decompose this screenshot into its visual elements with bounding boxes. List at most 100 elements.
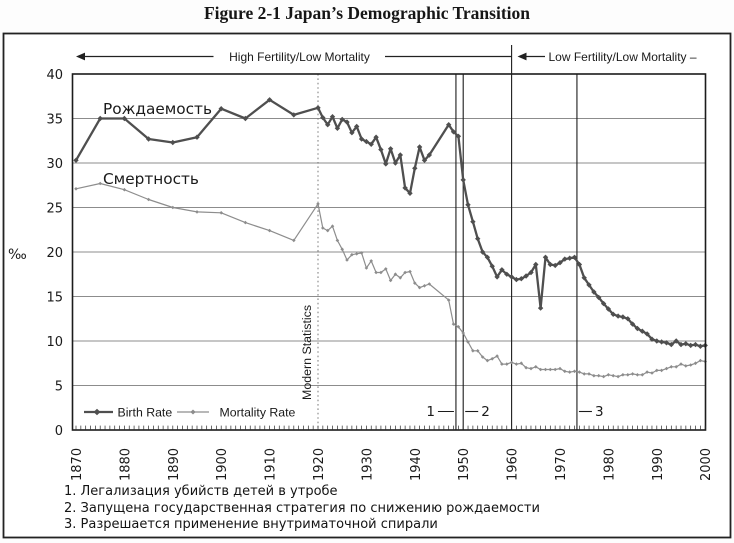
data-point-marker bbox=[480, 355, 485, 359]
data-point-marker bbox=[664, 366, 669, 371]
data-point-marker bbox=[387, 146, 394, 152]
data-point-marker bbox=[446, 122, 452, 128]
data-point-marker bbox=[325, 228, 330, 233]
data-point-marker bbox=[553, 367, 557, 372]
data-point-marker bbox=[407, 190, 413, 196]
data-point-marker bbox=[605, 306, 612, 312]
data-point-marker bbox=[693, 361, 698, 366]
data-point-marker bbox=[379, 270, 383, 275]
data-point-marker bbox=[451, 322, 456, 326]
data-point-marker bbox=[495, 354, 499, 358]
data-point-marker bbox=[330, 224, 335, 228]
data-point-marker bbox=[489, 263, 495, 269]
y-axis-unit-label: ‰ bbox=[8, 247, 27, 263]
event-label-3: 3 bbox=[595, 404, 604, 420]
data-point-marker bbox=[697, 343, 704, 349]
data-point-marker bbox=[446, 298, 451, 302]
data-point-marker bbox=[412, 165, 418, 171]
event-label-1: 1 bbox=[426, 404, 435, 420]
data-point-marker bbox=[626, 373, 630, 377]
legend-birth-marker-icon bbox=[93, 408, 101, 416]
x-tick-label-1990: 1990 bbox=[651, 448, 666, 481]
data-point-marker bbox=[315, 105, 321, 111]
data-point-marker bbox=[421, 157, 428, 163]
data-point-marker bbox=[195, 210, 199, 214]
data-series bbox=[73, 97, 708, 379]
x-tick-label-1920: 1920 bbox=[312, 448, 327, 481]
data-point-marker bbox=[586, 282, 592, 288]
data-point-marker bbox=[557, 260, 563, 266]
data-point-marker bbox=[533, 261, 539, 268]
x-tick-label-1870: 1870 bbox=[70, 448, 85, 481]
data-point-marker bbox=[321, 226, 325, 230]
data-point-marker bbox=[475, 349, 480, 353]
data-point-marker bbox=[470, 219, 476, 225]
data-point-marker bbox=[509, 360, 514, 365]
data-point-marker bbox=[427, 282, 432, 286]
data-point-marker bbox=[450, 129, 457, 135]
data-point-marker bbox=[171, 205, 175, 210]
data-point-marker bbox=[320, 114, 326, 121]
data-point-marker bbox=[596, 373, 601, 378]
data-point-marker bbox=[587, 372, 591, 376]
data-point-marker bbox=[669, 365, 674, 369]
data-point-marker bbox=[368, 141, 374, 147]
legend-birth-label: Birth Rate bbox=[118, 406, 173, 420]
data-point-marker bbox=[329, 114, 336, 120]
data-point-marker bbox=[374, 270, 378, 275]
axis-tick-labels: 0 5 10 15 20 25 30 35 40 1870 1880 1890 1900 1910 1920… bbox=[46, 68, 714, 481]
phase-annotation: High Fertility/Low Mortality Low Fertili… bbox=[76, 50, 697, 64]
y-tick-label-20: 20 bbox=[46, 246, 63, 261]
data-point-marker bbox=[413, 281, 417, 285]
data-point-marker bbox=[393, 272, 398, 277]
data-point-marker bbox=[383, 161, 389, 167]
data-point-marker bbox=[606, 373, 611, 377]
data-point-marker bbox=[567, 370, 572, 374]
x-tick-label-1900: 1900 bbox=[215, 448, 230, 481]
data-point-marker bbox=[359, 251, 364, 255]
data-point-marker bbox=[508, 274, 515, 280]
data-point-marker bbox=[513, 276, 520, 283]
data-point-marker bbox=[684, 364, 688, 368]
data-point-marker bbox=[146, 197, 151, 202]
data-point-marker bbox=[640, 373, 645, 377]
data-point-marker bbox=[466, 340, 470, 344]
data-point-marker bbox=[601, 374, 606, 379]
data-point-marker bbox=[339, 116, 345, 123]
data-point-marker bbox=[577, 370, 582, 374]
data-point-marker bbox=[528, 269, 534, 276]
data-point-marker bbox=[629, 321, 636, 327]
data-point-marker bbox=[519, 361, 524, 366]
data-point-marker bbox=[145, 136, 152, 142]
data-point-marker bbox=[683, 341, 689, 347]
data-point-marker bbox=[73, 157, 79, 163]
data-point-marker bbox=[674, 365, 678, 369]
data-point-marker bbox=[571, 254, 578, 260]
data-point-marker bbox=[194, 134, 200, 140]
data-point-marker bbox=[408, 269, 412, 274]
data-point-marker bbox=[335, 238, 340, 243]
data-point-marker bbox=[417, 285, 422, 290]
data-point-marker bbox=[384, 267, 388, 271]
data-point-marker bbox=[658, 339, 665, 345]
data-point-marker bbox=[500, 362, 504, 366]
data-point-marker bbox=[529, 366, 533, 371]
data-point-marker bbox=[639, 328, 645, 334]
data-point-marker bbox=[354, 123, 360, 130]
data-point-marker bbox=[416, 144, 423, 150]
mortality-rate-markers bbox=[74, 181, 707, 379]
data-point-marker bbox=[388, 278, 393, 283]
data-point-marker bbox=[121, 115, 128, 122]
data-point-marker bbox=[291, 112, 297, 118]
data-point-marker bbox=[581, 275, 587, 281]
data-point-marker bbox=[692, 341, 699, 348]
y-tick-label-35: 35 bbox=[46, 112, 63, 127]
data-point-marker bbox=[98, 181, 102, 186]
data-point-marker bbox=[485, 358, 490, 363]
data-point-marker bbox=[402, 185, 408, 191]
data-point-marker bbox=[644, 331, 650, 337]
data-point-marker bbox=[455, 133, 462, 139]
data-point-marker bbox=[122, 187, 127, 192]
data-point-marker bbox=[490, 357, 494, 361]
